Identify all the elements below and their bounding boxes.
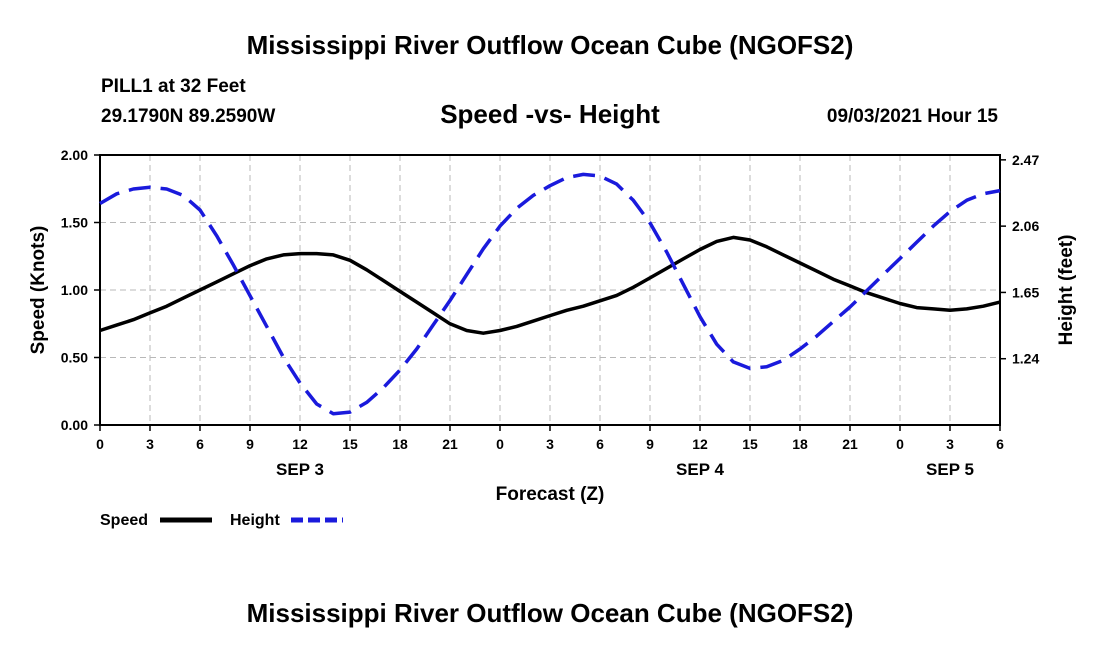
y-left-tick-label: 0.50 [61, 350, 88, 366]
grid-lines [100, 155, 1000, 425]
x-tick-label: 0 [496, 436, 504, 452]
forecast-datetime: 09/03/2021 Hour 15 [826, 106, 998, 127]
y-right-tick-label: 2.47 [1012, 152, 1039, 168]
x-tick-label: 6 [596, 436, 604, 452]
date-label: SEP 3 [276, 460, 324, 479]
station-coordinates: 29.1790N 89.2590W [101, 106, 276, 127]
x-tick-label: 18 [792, 436, 808, 452]
station-label: PILL1 at 32 Feet [101, 76, 246, 97]
x-tick-label: 21 [442, 436, 458, 452]
series-line-speed [99, 235, 1001, 335]
y-axis-right-label: Height (feet) [1056, 235, 1077, 346]
date-label: SEP 5 [926, 460, 974, 479]
y-left-tick-label: 2.00 [61, 147, 88, 163]
footer-title: Mississippi River Outflow Ocean Cube (NG… [246, 598, 854, 628]
y-right-tick-label: 1.24 [1012, 351, 1039, 367]
chart-title: Mississippi River Outflow Ocean Cube (NG… [246, 30, 854, 60]
chart-subtitle: Speed -vs- Height [440, 99, 660, 129]
x-tick-label: 15 [742, 436, 758, 452]
x-tick-label: 6 [996, 436, 1004, 452]
x-tick-label: 12 [692, 436, 708, 452]
legend: Speed Height [100, 512, 343, 529]
legend-height-label: Height [230, 512, 280, 529]
y-axis-left-label: Speed (Knots) [28, 226, 49, 355]
y-right-tick-label: 2.06 [1012, 218, 1039, 234]
x-axis-label: Forecast (Z) [496, 484, 605, 505]
x-tick-label: 9 [646, 436, 654, 452]
y-left-tick-label: 1.50 [61, 215, 88, 231]
series-line-height [99, 172, 1001, 416]
y-left-tick-label: 0.00 [61, 417, 88, 433]
x-tick-label: 12 [292, 436, 308, 452]
x-tick-label: 15 [342, 436, 358, 452]
x-tick-label: 0 [96, 436, 104, 452]
x-tick-label: 3 [546, 436, 554, 452]
x-tick-label: 21 [842, 436, 858, 452]
date-label: SEP 4 [676, 460, 724, 479]
x-tick-label: 3 [146, 436, 154, 452]
x-tick-label: 18 [392, 436, 408, 452]
x-tick-label: 9 [246, 436, 254, 452]
axis-ticks: 0 3 6 9 12 15 18 21 0 3 6 9 12 15 18 21 0 3 6 0.00 0.50 1.00 1… [61, 147, 1040, 479]
legend-speed-label: Speed [100, 512, 148, 529]
x-tick-label: 0 [896, 436, 904, 452]
x-tick-label: 3 [946, 436, 954, 452]
y-left-tick-label: 1.00 [61, 282, 88, 298]
series-group [99, 172, 1001, 416]
x-tick-label: 6 [196, 436, 204, 452]
y-right-tick-label: 1.65 [1012, 284, 1039, 300]
